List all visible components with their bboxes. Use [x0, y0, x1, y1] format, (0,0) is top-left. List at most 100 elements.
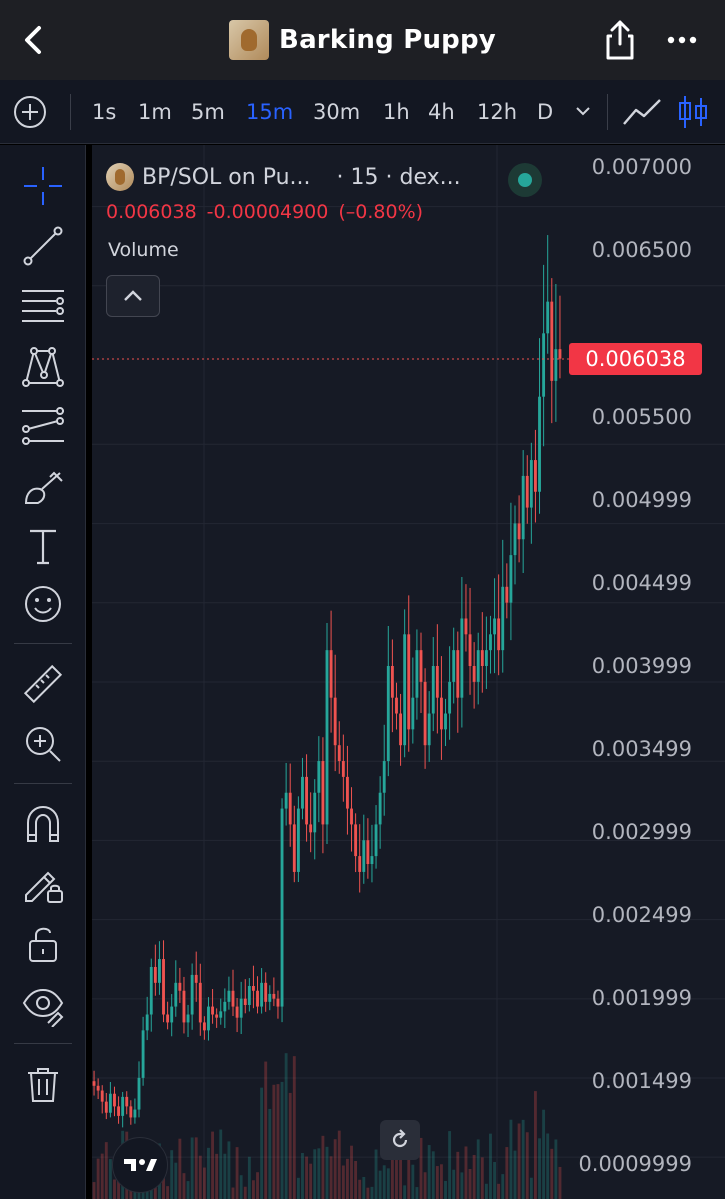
- timeframe-30m[interactable]: 30m: [313, 100, 361, 124]
- volume-bar: [472, 1154, 476, 1199]
- price-change-value: -0.00004900: [206, 201, 329, 223]
- pattern-icon: [22, 347, 64, 387]
- candle-body: [431, 666, 435, 714]
- candle-body: [117, 1106, 120, 1116]
- candle-body: [231, 990, 235, 1007]
- candle-body: [329, 650, 333, 698]
- candle-body: [186, 1014, 190, 1023]
- candle-body: [247, 985, 251, 1006]
- price-chart[interactable]: [92, 145, 725, 1199]
- token-avatar: [229, 20, 270, 60]
- zoom-in-tool[interactable]: [20, 721, 66, 767]
- volume-bar: [513, 1150, 517, 1199]
- volume-bar: [554, 1139, 558, 1199]
- timeframe-4h[interactable]: 4h: [428, 100, 455, 124]
- share-button[interactable]: [600, 18, 640, 62]
- volume-bar: [325, 1146, 329, 1199]
- candle-body: [435, 666, 439, 698]
- timeframe-1h[interactable]: 1h: [383, 100, 410, 124]
- lock-drawing-icon: [25, 871, 63, 903]
- tradingview-logo[interactable]: [112, 1137, 168, 1193]
- refresh-icon: [392, 1129, 408, 1148]
- timeframe-dropdown[interactable]: [572, 100, 594, 122]
- timeframe-12h[interactable]: 12h: [477, 100, 518, 124]
- candle-chart-button[interactable]: [676, 94, 710, 130]
- crosshair-tool[interactable]: [20, 163, 66, 209]
- volume-bar: [362, 1176, 366, 1199]
- prediction-tool[interactable]: [20, 403, 66, 449]
- volume-indicator-label[interactable]: Volume: [108, 239, 179, 261]
- emoji-icon: [25, 586, 61, 622]
- volume-bar: [198, 1155, 202, 1199]
- candle-body: [113, 1093, 116, 1107]
- candle-body: [493, 618, 496, 635]
- price-axis-label: 0.004999: [591, 488, 692, 512]
- price-axis-label: 0.004499: [591, 571, 692, 595]
- volume-bar: [313, 1149, 317, 1199]
- chart-legend: BP/SOL on Pu... · 15 · dex...: [106, 161, 461, 193]
- volume-bar: [235, 1147, 239, 1199]
- magnet-tool[interactable]: [20, 801, 66, 847]
- volume-bar: [276, 1084, 280, 1199]
- back-button[interactable]: [14, 20, 54, 60]
- candle-body: [190, 974, 194, 1015]
- ruler-tool[interactable]: [20, 661, 66, 707]
- fib-retracement-tool[interactable]: [20, 283, 66, 329]
- pattern-tool[interactable]: [20, 343, 66, 389]
- timeframe-d[interactable]: D: [537, 100, 554, 124]
- trend-line-tool[interactable]: [20, 223, 66, 269]
- volume-bar: [395, 1159, 398, 1199]
- more-button[interactable]: [662, 20, 702, 60]
- price-axis-label: 0.001999: [591, 986, 692, 1010]
- volume-bar: [182, 1173, 186, 1199]
- candle-body: [362, 840, 366, 872]
- volume-bar: [358, 1179, 362, 1199]
- candle-body: [268, 993, 272, 1002]
- volume-bar: [456, 1151, 460, 1199]
- volume-bar: [337, 1130, 341, 1199]
- reset-chart-button[interactable]: [380, 1120, 420, 1160]
- chart-pane[interactable]: BP/SOL on Pu... · 15 · dex... 0.006038 -…: [92, 145, 725, 1199]
- volume-bar: [202, 1167, 206, 1199]
- candle-body: [341, 761, 345, 777]
- remove-drawings-tool[interactable]: [20, 1061, 66, 1107]
- volume-bar: [272, 1084, 276, 1199]
- brush-tool[interactable]: [20, 463, 66, 509]
- candle-body: [211, 1006, 214, 1015]
- collapse-legend-button[interactable]: [106, 275, 160, 317]
- volume-bar: [256, 1172, 259, 1199]
- add-indicator-button[interactable]: [12, 94, 48, 130]
- pair-symbol[interactable]: BP/SOL on Pu...: [142, 164, 311, 190]
- candle-body: [149, 966, 153, 1015]
- volume-bar: [166, 1186, 170, 1199]
- price-axis-label: 0.001499: [591, 1069, 692, 1093]
- candle-body: [354, 824, 358, 857]
- market-status-indicator[interactable]: [508, 163, 542, 197]
- candle-body: [370, 856, 374, 865]
- volume-bar: [292, 1056, 296, 1199]
- volume-bar: [215, 1153, 219, 1199]
- candle-body: [423, 681, 427, 746]
- volume-bar: [550, 1148, 554, 1199]
- unlock-tool[interactable]: [20, 921, 66, 967]
- emoji-tool[interactable]: [20, 581, 66, 627]
- timeframe-1s[interactable]: 1s: [92, 100, 117, 124]
- timeframe-1m[interactable]: 1m: [138, 100, 172, 124]
- timeframe-5m[interactable]: 5m: [191, 100, 225, 124]
- candle-body: [517, 523, 521, 540]
- candle-body: [501, 586, 505, 651]
- lock-drawings-tool[interactable]: [20, 861, 66, 907]
- volume-bar: [174, 1162, 178, 1199]
- timeframe-15m[interactable]: 15m: [246, 100, 294, 124]
- volume-bar: [280, 1081, 284, 1199]
- candle-body: [521, 475, 525, 540]
- candle-body: [386, 666, 390, 762]
- text-tool[interactable]: [20, 523, 66, 569]
- volume-bar: [252, 1180, 255, 1199]
- candle-body: [427, 713, 431, 746]
- candle-body: [444, 713, 447, 730]
- visibility-tool[interactable]: [20, 981, 66, 1028]
- candle-body: [313, 792, 317, 833]
- line-chart-button[interactable]: [620, 94, 664, 130]
- volume-bar: [464, 1146, 468, 1199]
